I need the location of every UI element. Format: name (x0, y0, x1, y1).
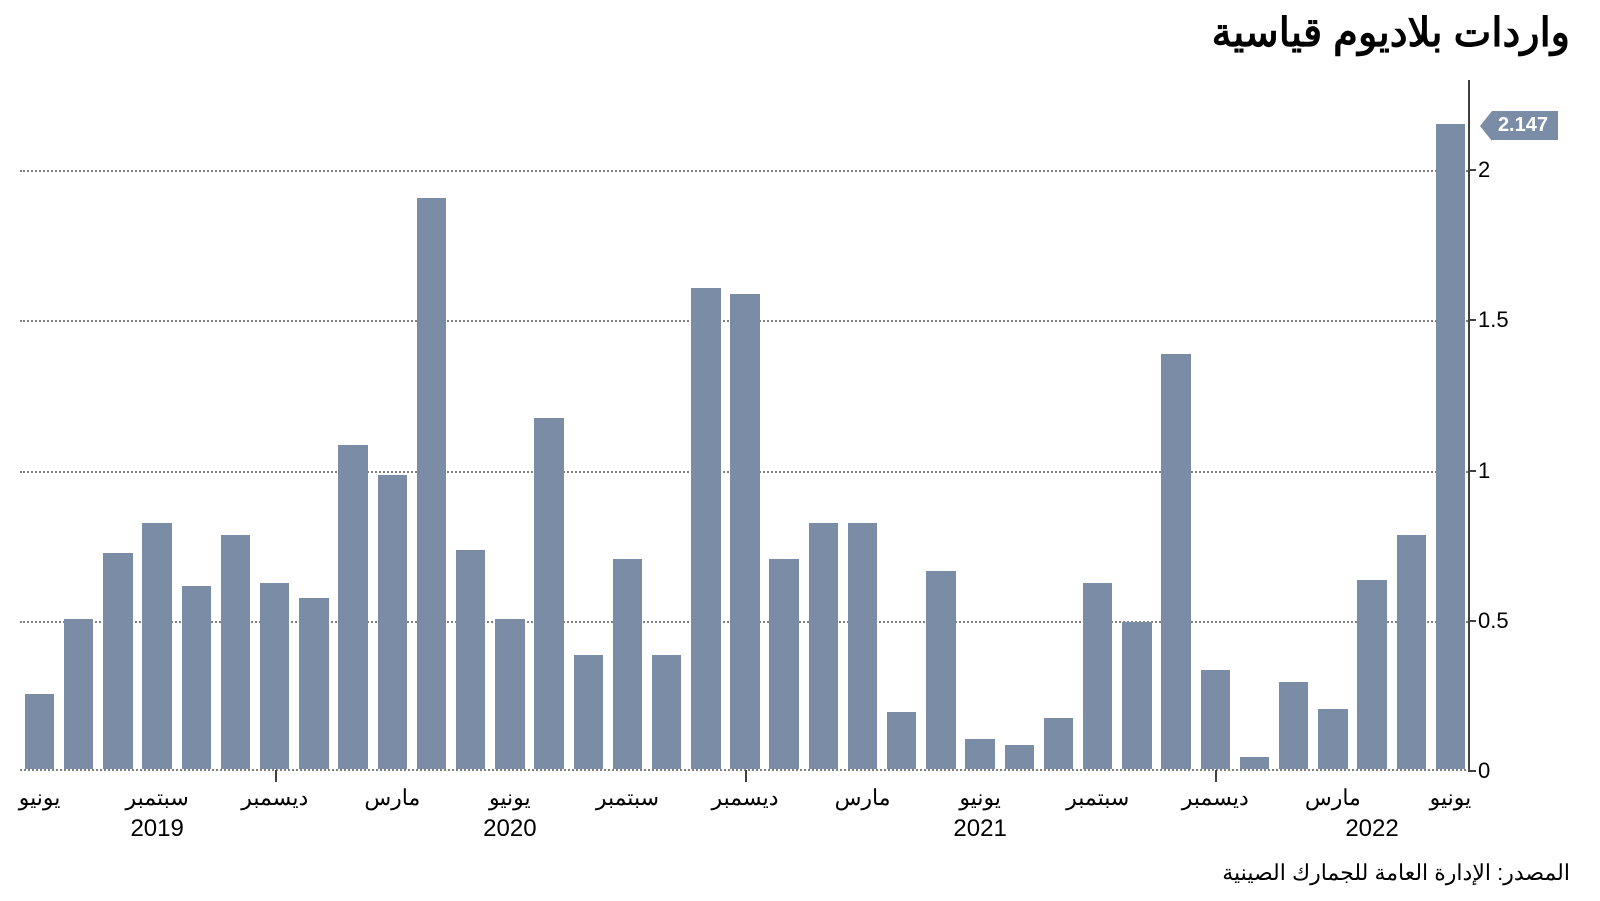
bar (64, 619, 93, 769)
bar (1397, 535, 1426, 769)
x-year-label: 2022 (1345, 815, 1398, 843)
bar (417, 198, 446, 769)
bar (142, 523, 171, 769)
x-month-label: ديسمبر (1182, 785, 1249, 811)
source-text: المصدر: الإدارة العامة للجمارك الصينية (1222, 860, 1570, 886)
x-month-label: يونيو (19, 785, 61, 811)
x-month-label: يونيو (1430, 785, 1472, 811)
x-year-tick (745, 770, 747, 782)
x-month-label: مارس (364, 785, 420, 811)
bar (25, 694, 54, 769)
y-tick (1468, 470, 1476, 472)
bar (1279, 682, 1308, 769)
y-tick (1468, 169, 1476, 171)
bar (260, 583, 289, 769)
bar (1318, 709, 1347, 769)
y-tick-label: 2 (1478, 157, 1518, 183)
bar (1357, 580, 1386, 769)
bar (809, 523, 838, 769)
y-tick (1468, 620, 1476, 622)
y-tick-label: 0.5 (1478, 608, 1518, 634)
bar (1201, 670, 1230, 769)
chart-title: واردات بلاديوم قياسية (1212, 10, 1570, 56)
plot-area: 00.511.522.147 (20, 80, 1470, 771)
x-month-label: مارس (1305, 785, 1361, 811)
y-tick-label: 0 (1478, 758, 1518, 784)
bar (574, 655, 603, 769)
x-year-label: 2019 (130, 815, 183, 843)
bar (338, 445, 367, 769)
y-tick-label: 1.5 (1478, 307, 1518, 333)
bar (378, 475, 407, 769)
gridline (20, 170, 1468, 172)
bar (652, 655, 681, 769)
bar (965, 739, 994, 769)
x-month-label: ديسمبر (241, 785, 308, 811)
y-tick-label: 1 (1478, 458, 1518, 484)
bar (456, 550, 485, 769)
x-year-label: 2021 (953, 815, 1006, 843)
x-year-tick (1215, 770, 1217, 782)
x-month-label: سبتمبر (1066, 785, 1129, 811)
bar (1044, 718, 1073, 769)
bar (299, 598, 328, 769)
chart-container: 00.511.522.147 مليون غرام (20, 80, 1570, 771)
bar (1240, 757, 1269, 769)
bar (1436, 124, 1465, 769)
x-month-label: سبتمبر (596, 785, 659, 811)
bar (221, 535, 250, 769)
bar (1083, 583, 1112, 769)
bar (691, 288, 720, 769)
bar (495, 619, 524, 769)
bar (887, 712, 916, 769)
bar (182, 586, 211, 769)
x-axis-labels: يونيو سبتمبر ديسمبر مارس يونيو سبتمبر ديسمبر ما… (20, 785, 1470, 855)
x-month-label: يونيو (489, 785, 531, 811)
bar (730, 294, 759, 769)
bar (613, 559, 642, 769)
x-month-label: سبتمبر (126, 785, 189, 811)
x-year-tick (275, 770, 277, 782)
x-month-label: ديسمبر (711, 785, 778, 811)
bar (534, 418, 563, 770)
bar (848, 523, 877, 769)
x-year-label: 2020 (483, 815, 536, 843)
x-month-label: يونيو (959, 785, 1001, 811)
value-callout: 2.147 (1492, 111, 1558, 140)
y-tick (1468, 319, 1476, 321)
bar (926, 571, 955, 769)
bar (1161, 354, 1190, 769)
bar (1005, 745, 1034, 769)
bar (769, 559, 798, 769)
y-tick (1468, 770, 1476, 772)
bar (103, 553, 132, 769)
bar (1122, 622, 1151, 769)
x-month-label: مارس (835, 785, 891, 811)
